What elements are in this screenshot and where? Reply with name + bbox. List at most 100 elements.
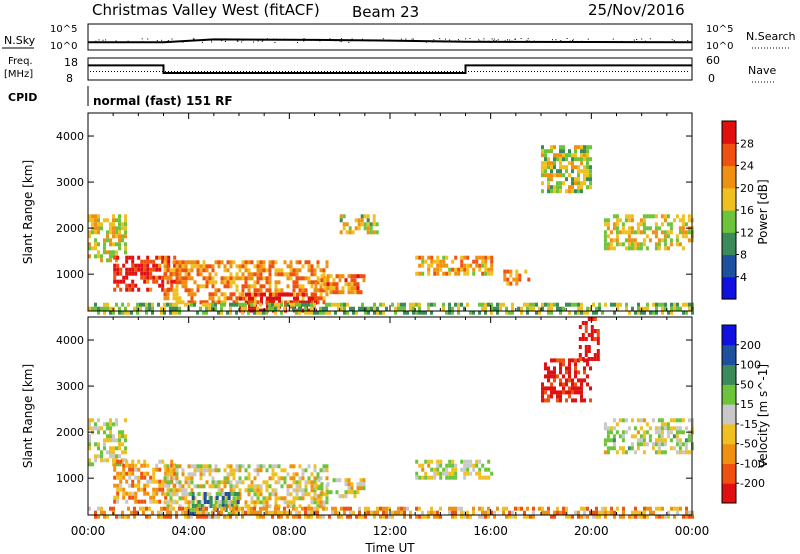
heatmap-cell bbox=[202, 514, 205, 519]
heatmap-cell bbox=[418, 255, 422, 260]
heatmap-cell bbox=[241, 310, 244, 315]
heatmap-cell bbox=[206, 500, 210, 504]
nave-point bbox=[201, 71, 202, 72]
nave-point bbox=[495, 71, 496, 72]
heatmap-cell bbox=[651, 418, 655, 423]
heatmap-cell bbox=[115, 422, 118, 427]
heatmap-cell bbox=[595, 310, 598, 315]
heatmap-cell bbox=[583, 510, 586, 515]
heatmap-cell bbox=[475, 463, 479, 468]
nave-point bbox=[615, 71, 616, 72]
heatmap-cell bbox=[646, 506, 649, 511]
colorbar-tick-label: -200 bbox=[740, 477, 765, 490]
heatmap-cell bbox=[388, 514, 391, 519]
heatmap-cell bbox=[91, 462, 94, 467]
y-tick-label: 2000 bbox=[56, 426, 84, 439]
heatmap-cell bbox=[97, 230, 100, 235]
heatmap-cell bbox=[217, 492, 221, 497]
nave-point bbox=[327, 71, 328, 72]
heatmap-cell bbox=[181, 268, 185, 273]
heatmap-cell bbox=[571, 390, 574, 395]
heatmap-cell bbox=[244, 468, 248, 473]
heatmap-cell bbox=[687, 214, 691, 219]
heatmap-cell bbox=[113, 267, 117, 272]
heatmap-cell bbox=[116, 483, 120, 488]
heatmap-cell bbox=[196, 264, 200, 269]
heatmap-cell bbox=[268, 284, 272, 289]
heatmap-cell bbox=[469, 459, 473, 464]
heatmap-cell bbox=[679, 306, 682, 311]
heatmap-cell bbox=[359, 478, 363, 483]
heatmap-cell bbox=[457, 267, 461, 272]
heatmap-cell bbox=[190, 292, 194, 297]
heatmap-cell bbox=[454, 506, 457, 511]
heatmap-cell bbox=[103, 238, 106, 243]
nsearch-tick-top: 10^5 bbox=[706, 24, 733, 35]
heatmap-cell bbox=[663, 450, 667, 455]
heatmap-cell bbox=[301, 476, 305, 481]
heatmap-cell bbox=[181, 264, 185, 269]
heatmap-cell bbox=[630, 418, 634, 423]
heatmap-cell bbox=[184, 496, 188, 501]
heatmap-cell bbox=[589, 173, 592, 178]
nave-point bbox=[99, 71, 100, 72]
heatmap-cell bbox=[685, 506, 688, 511]
heatmap-cell bbox=[472, 506, 475, 511]
heatmap-cell bbox=[88, 434, 91, 439]
heatmap-cell bbox=[142, 302, 145, 307]
heatmap-cell bbox=[550, 185, 553, 190]
nave-point bbox=[537, 71, 538, 72]
heatmap-cell bbox=[325, 464, 329, 469]
heatmap-cell bbox=[603, 234, 607, 239]
heatmap-cell bbox=[283, 272, 287, 277]
nave-point bbox=[648, 71, 649, 72]
heatmap-cell bbox=[606, 434, 610, 439]
heatmap-cell bbox=[409, 302, 412, 307]
heatmap-cell bbox=[163, 296, 167, 301]
heatmap-cell bbox=[128, 463, 132, 468]
heatmap-cell bbox=[190, 268, 194, 273]
heatmap-cell bbox=[211, 514, 214, 519]
heatmap-cell bbox=[343, 302, 346, 307]
nave-point bbox=[114, 71, 115, 72]
heatmap-cell bbox=[421, 255, 425, 260]
heatmap-cell bbox=[161, 479, 165, 484]
heatmap-cell bbox=[319, 492, 323, 497]
heatmap-cell bbox=[466, 271, 470, 276]
colorbar-tick-label: 200 bbox=[740, 339, 761, 352]
heatmap-cell bbox=[173, 255, 177, 260]
heatmap-cell bbox=[403, 510, 406, 515]
heatmap-cell bbox=[124, 438, 127, 443]
heatmap-cell bbox=[304, 310, 307, 315]
heatmap-cell bbox=[320, 482, 324, 487]
heatmap-cell bbox=[169, 514, 172, 519]
heatmap-cell bbox=[562, 374, 565, 379]
heatmap-cell bbox=[181, 484, 185, 489]
heatmap-cell bbox=[202, 276, 206, 281]
heatmap-cell bbox=[634, 510, 637, 515]
heatmap-cell bbox=[550, 169, 553, 174]
heatmap-cell bbox=[669, 430, 673, 435]
heatmap-cell bbox=[262, 504, 266, 509]
heatmap-cell bbox=[134, 475, 138, 480]
heatmap-cell bbox=[293, 296, 296, 301]
heatmap-cell bbox=[484, 271, 488, 276]
heatmap-cell bbox=[553, 366, 556, 371]
heatmap-cell bbox=[115, 218, 118, 223]
heatmap-cell bbox=[652, 310, 655, 315]
heatmap-cell bbox=[310, 302, 313, 307]
nsearch-point bbox=[102, 39, 104, 41]
heatmap-cell bbox=[181, 284, 185, 289]
heatmap-cell bbox=[685, 302, 688, 307]
heatmap-cell bbox=[286, 492, 290, 497]
nsearch-point bbox=[340, 38, 342, 40]
heatmap-cell bbox=[669, 230, 673, 235]
heatmap-cell bbox=[580, 506, 583, 511]
heatmap-cell bbox=[187, 504, 191, 509]
heatmap-cell bbox=[503, 269, 507, 274]
heatmap-cell bbox=[550, 173, 553, 178]
heatmap-cell bbox=[143, 463, 147, 468]
heatmap-cell bbox=[490, 259, 494, 264]
heatmap-cell bbox=[161, 287, 165, 292]
heatmap-cell bbox=[163, 264, 167, 269]
